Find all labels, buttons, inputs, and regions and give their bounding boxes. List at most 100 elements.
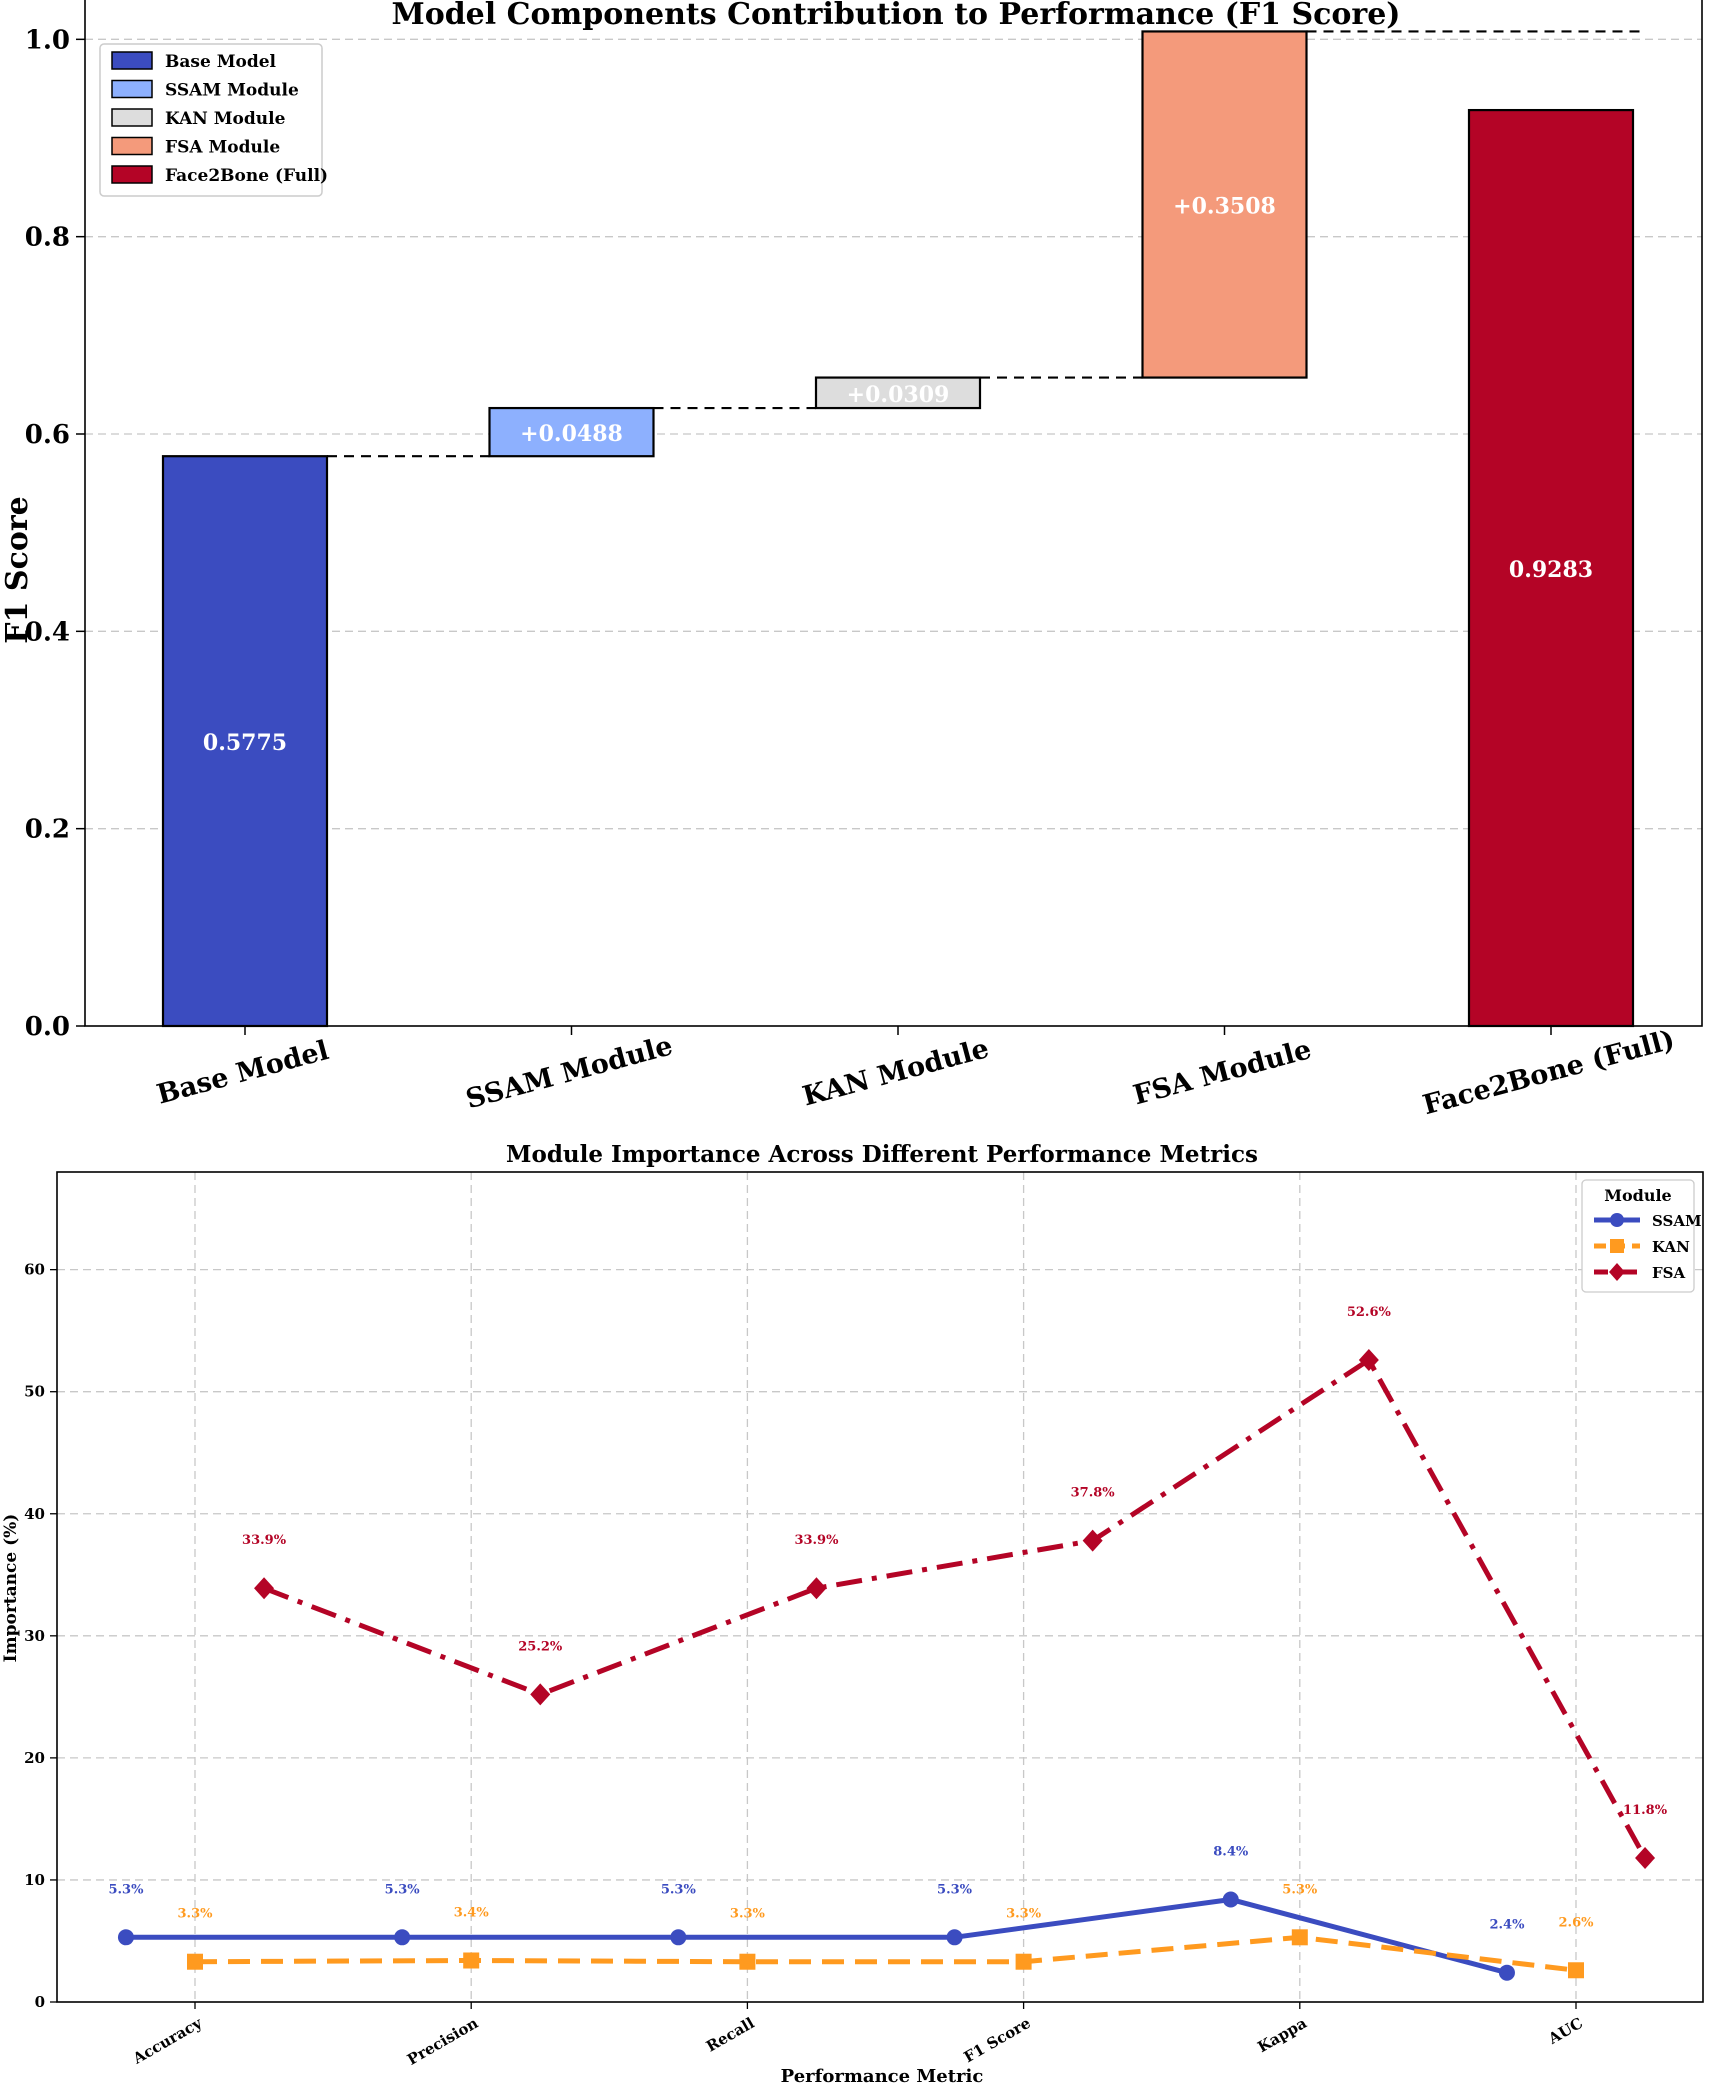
point-fsa-auc xyxy=(1635,1846,1656,1869)
waterfall-x-ticks: Base Model SSAM Module KAN Module FSA Modul… xyxy=(154,1024,1678,1121)
waterfall-title: Model Components Contribution to Perform… xyxy=(391,0,1400,32)
legend-swatch-base-model xyxy=(111,51,153,70)
waterfall-plot-frame xyxy=(84,0,1703,1027)
line-y-tick-label: 20 xyxy=(24,1749,45,1767)
legend-swatch-ssam-module xyxy=(111,79,153,99)
data-label-kan: 2.6% xyxy=(1559,1915,1595,1930)
line-y-tick-label: 0 xyxy=(35,1993,45,2011)
legend-label-ssam: SSAM xyxy=(1652,1212,1702,1230)
legend-label-face2bone-full: Face2Bone (Full) xyxy=(165,166,328,186)
series-kan: 3.3% 3.4% 3.3% 3.3% 5.3% 2.6% xyxy=(178,1882,1595,1979)
bar-value-label: +0.0309 xyxy=(847,382,950,408)
waterfall-y-ticks: 0.0 0.2 0.4 0.6 0.8 1.0 xyxy=(25,25,85,1042)
waterfall-legend-box xyxy=(99,43,323,197)
waterfall-y-tick-label: 1.0 xyxy=(25,25,70,55)
data-label-fsa: 25.2% xyxy=(518,1639,563,1654)
bar-base-model xyxy=(161,455,329,1028)
waterfall-x-tick-label: FSA Module xyxy=(1130,1034,1315,1111)
line-y-tick-label: 10 xyxy=(24,1871,45,1889)
line-legend-title: Module xyxy=(1604,1186,1671,1205)
data-label-ssam: 5.3% xyxy=(661,1882,697,1897)
legend-swatch-face2bone-full xyxy=(111,165,153,184)
point-ssam-recall xyxy=(670,1929,687,1946)
data-label-fsa: 52.6% xyxy=(1347,1305,1392,1320)
waterfall-y-tick-label: 0.4 xyxy=(25,617,70,647)
waterfall-legend[interactable]: Base Model SSAM Module KAN Module FSA Modul… xyxy=(99,43,328,197)
line-x-tick-label: F1 Score xyxy=(961,2014,1034,2066)
legend-marker-fsa xyxy=(1609,1263,1625,1281)
waterfall-x-tick-label: Base Model xyxy=(154,1035,332,1111)
point-ssam-accuracy xyxy=(117,1929,134,1946)
point-fsa-accuracy xyxy=(254,1577,275,1600)
data-label-fsa: 33.9% xyxy=(794,1533,839,1548)
waterfall-connectors xyxy=(327,30,1643,458)
point-ssam-precision xyxy=(394,1929,411,1946)
bar-value-label: 0.5775 xyxy=(203,730,287,756)
bar-fsa-module xyxy=(1141,30,1308,379)
bar-face2bone-full xyxy=(1467,108,1635,1028)
point-ssam-f1-score xyxy=(946,1929,963,1946)
waterfall-y-axis-label: F1 Score xyxy=(0,496,35,643)
waterfall-bars: 0.5775 +0.0488 +0.0309 +0.3508 0.9283 xyxy=(161,30,1635,1028)
legend-label-fsa-module: FSA Module xyxy=(165,138,280,158)
waterfall-x-tick-label: KAN Module xyxy=(799,1033,992,1112)
legend-label-ssam-module: SSAM Module xyxy=(165,81,299,101)
data-label-fsa: 11.8% xyxy=(1623,1803,1668,1818)
point-kan-kappa xyxy=(1291,1929,1308,1946)
data-label-kan: 3.3% xyxy=(730,1907,766,1922)
data-label-kan: 5.3% xyxy=(1282,1882,1318,1897)
waterfall-y-tick-label: 0.0 xyxy=(25,1012,70,1042)
legend-swatch-fsa-module xyxy=(111,136,153,156)
waterfall-y-tick-label: 0.2 xyxy=(25,815,70,845)
line-grid xyxy=(57,1172,1703,2002)
legend-label-fsa: FSA xyxy=(1652,1264,1685,1282)
line-plot-frame xyxy=(56,1171,1704,2003)
point-ssam-auc xyxy=(1498,1964,1515,1981)
line-y-axis-label: Importance (%) xyxy=(1,1514,21,1663)
legend-marker-kan xyxy=(1610,1239,1624,1253)
data-label-ssam: 2.4% xyxy=(1489,1918,1525,1933)
point-kan-auc xyxy=(1568,1962,1584,1979)
point-kan-precision xyxy=(463,1952,480,1969)
line-x-tick-label: Accuracy xyxy=(129,2013,206,2068)
waterfall-y-tick-label: 0.8 xyxy=(25,223,70,253)
waterfall-y-tick-label: 0.6 xyxy=(25,420,70,450)
legend-swatch-kan-module xyxy=(111,108,153,127)
line-x-tick-label: Kappa xyxy=(1255,2014,1311,2056)
data-label-kan: 3.3% xyxy=(178,1907,214,1922)
line-title: Module Importance Across Different Perfo… xyxy=(506,1141,1258,1168)
line-x-tick-label: Recall xyxy=(703,2014,758,2056)
bar-value-label: 0.9283 xyxy=(1509,557,1593,583)
waterfall-x-tick-label: Face2Bone (Full) xyxy=(1420,1024,1678,1121)
data-label-ssam: 8.4% xyxy=(1213,1844,1249,1859)
line-x-tick-label: AUC xyxy=(1544,2014,1586,2048)
point-ssam-kappa xyxy=(1222,1891,1239,1908)
point-kan-accuracy xyxy=(187,1953,203,1970)
line-x-axis-label: Performance Metric xyxy=(781,2066,984,2085)
line-chart: Module Importance Across Different Perfo… xyxy=(1,1141,1704,2085)
line-y-tick-label: 50 xyxy=(24,1383,45,1401)
point-fsa-kappa xyxy=(1358,1348,1379,1371)
point-fsa-f1-score xyxy=(1082,1529,1103,1552)
data-label-kan: 3.3% xyxy=(1006,1907,1042,1922)
line-x-tick-label: Precision xyxy=(404,2014,481,2069)
line-legend[interactable]: Module SSAM KAN FSA xyxy=(1581,1179,1702,1293)
data-label-ssam: 5.3% xyxy=(108,1882,144,1897)
legend-label-kan-module: KAN Module xyxy=(165,109,286,129)
series-line-fsa xyxy=(263,1357,1648,1860)
line-y-tick-label: 60 xyxy=(24,1261,45,1279)
line-x-ticks: Accuracy Precision Recall F1 Score Kappa AUC xyxy=(129,2002,1586,2069)
line-y-ticks: 0 10 20 30 40 50 60 xyxy=(24,1261,57,2011)
line-series: 5.3% 5.3% 5.3% 5.3%8.4%2.4%3.3% 3.4% 3.3% 3.3%… xyxy=(108,1305,1668,1981)
legend-label-kan: KAN xyxy=(1652,1238,1690,1256)
data-label-ssam: 5.3% xyxy=(937,1882,973,1897)
line-y-tick-label: 40 xyxy=(24,1505,45,1523)
bar-value-label: +0.3508 xyxy=(1173,194,1276,220)
data-label-fsa: 37.8% xyxy=(1071,1486,1116,1501)
bar-value-label: +0.0488 xyxy=(520,421,623,447)
point-fsa-precision xyxy=(530,1683,551,1706)
legend-label-base-model: Base Model xyxy=(165,52,277,72)
data-label-kan: 3.4% xyxy=(454,1906,490,1921)
series-fsa: 33.9% 25.2% 33.9% 37.8% 52.6% 11.8% xyxy=(242,1305,1668,1869)
